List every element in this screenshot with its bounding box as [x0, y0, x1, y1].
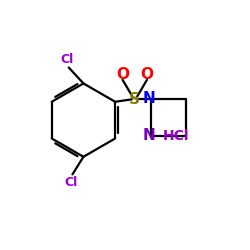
Text: Cl: Cl	[64, 176, 78, 189]
Text: O: O	[116, 68, 129, 82]
Text: S: S	[129, 92, 140, 107]
Text: O: O	[140, 68, 153, 82]
Text: N: N	[143, 128, 156, 144]
Text: HCl: HCl	[163, 129, 190, 143]
Text: N: N	[143, 90, 156, 106]
Text: Cl: Cl	[60, 52, 74, 66]
